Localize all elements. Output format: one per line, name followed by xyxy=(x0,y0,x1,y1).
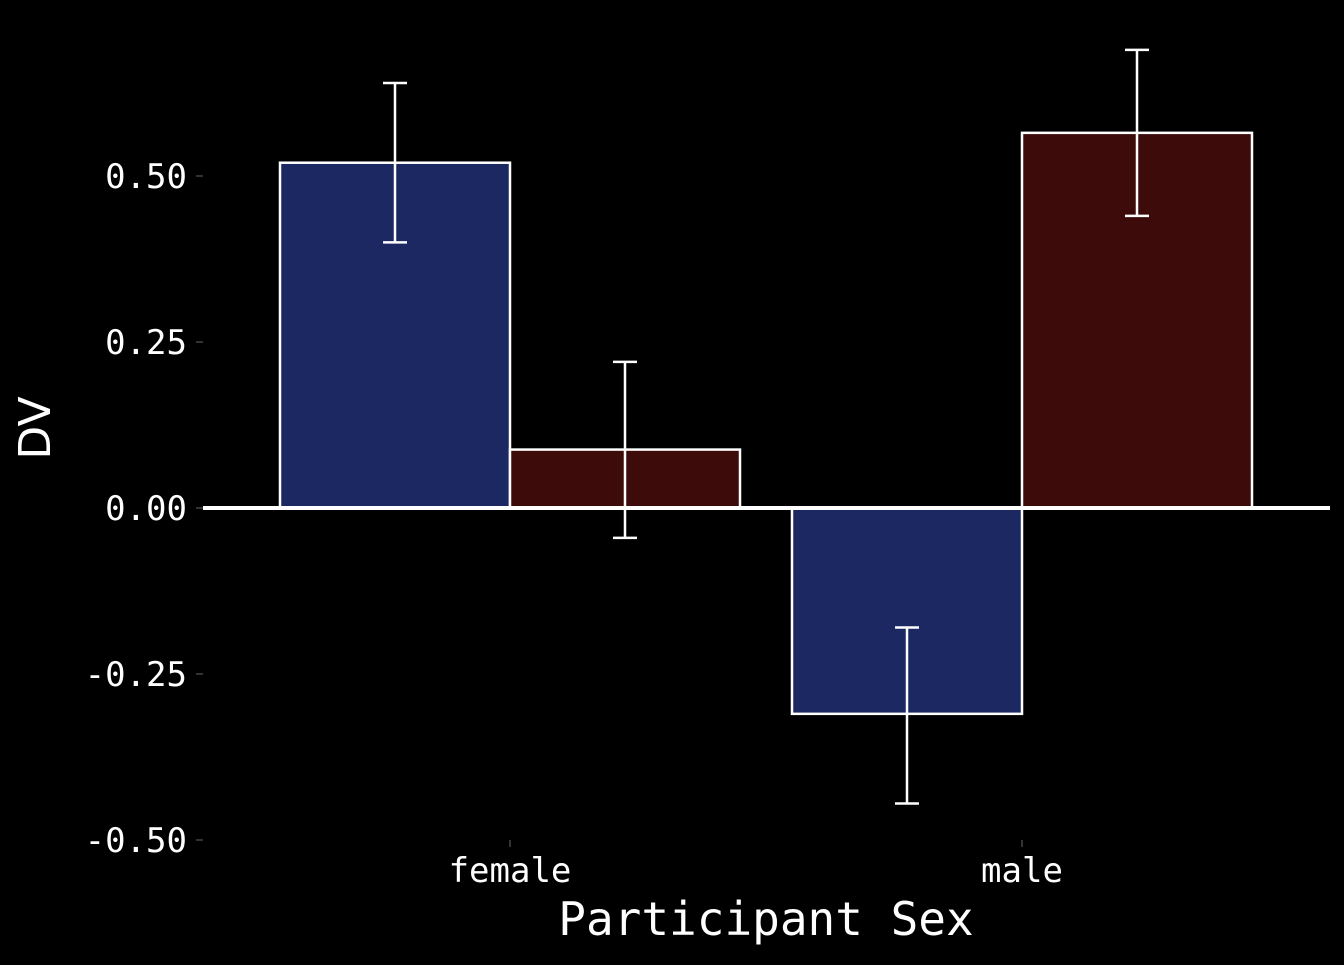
error-bar-male-series-2 xyxy=(1125,48,1149,218)
y-tick-label: -0.50 xyxy=(85,821,187,861)
error-bar-female-series-1 xyxy=(383,81,407,244)
y-axis-title: DV xyxy=(10,396,61,459)
x-tick-label-female: female xyxy=(449,851,572,891)
y-tick-label: 0.50 xyxy=(105,157,187,197)
bars-group xyxy=(278,131,1254,716)
x-tick-label-male: male xyxy=(981,851,1063,891)
x-axis: female male xyxy=(449,840,1063,891)
x-axis-title: Participant Sex xyxy=(558,892,973,946)
y-tick-label: 0.00 xyxy=(105,489,187,529)
y-tick-label: -0.25 xyxy=(85,655,187,695)
y-axis: 0.50 0.25 0.00 -0.25 -0.50 xyxy=(85,157,203,861)
error-bar-male-series-1 xyxy=(895,626,919,805)
y-tick-label: 0.25 xyxy=(105,323,187,363)
